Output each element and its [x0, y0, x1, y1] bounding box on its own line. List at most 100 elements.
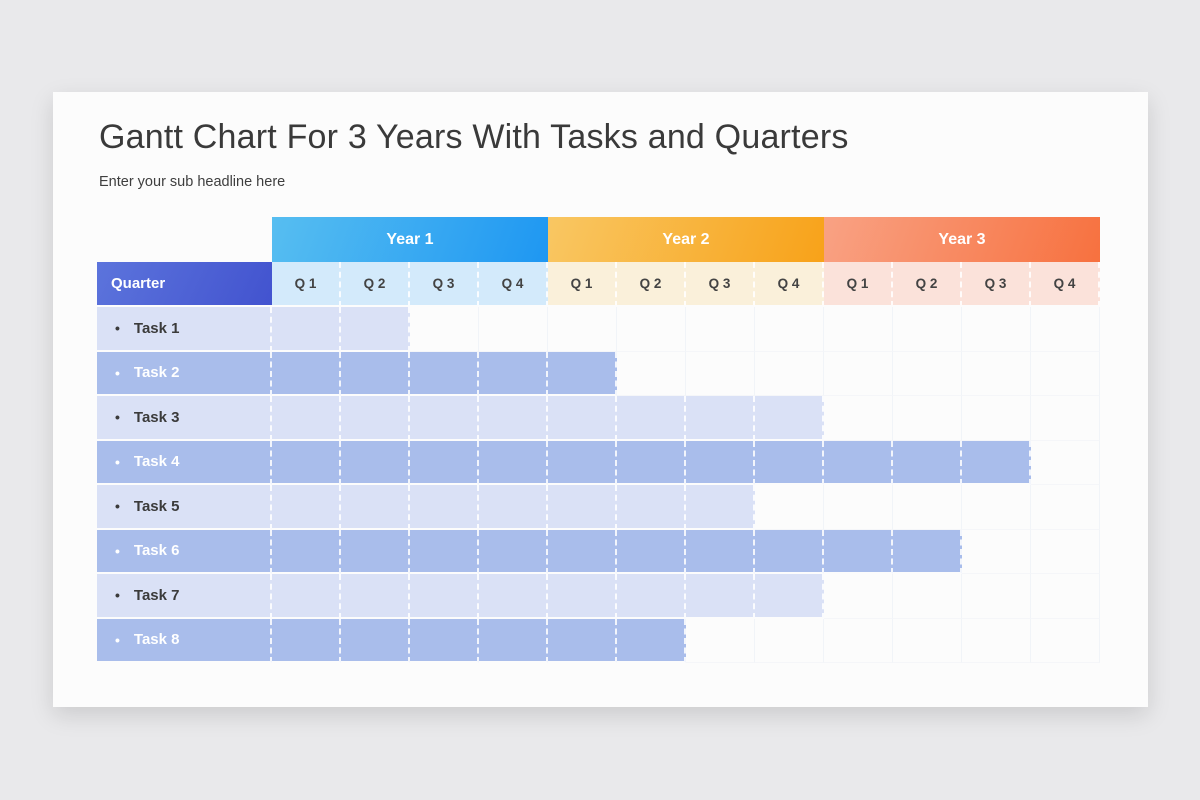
- quarter-header-y1-q4: Q 4: [479, 262, 548, 307]
- gantt-cell-task1-q7: [686, 307, 755, 352]
- gantt-cell-task2-q11: [962, 351, 1031, 396]
- gantt-cell-task2-q5-bar: [548, 351, 617, 396]
- gantt-cell-task8-q9: [824, 618, 893, 663]
- task-row-8: • Task 8: [97, 618, 1100, 663]
- task-row-2: • Task 2: [97, 351, 1100, 396]
- gantt-cell-task7-q1-bar: [272, 574, 341, 619]
- gantt-cell-task1-q3: [410, 307, 479, 352]
- gantt-cell-task2-q4-bar: [479, 351, 548, 396]
- gantt-cell-task1-q12: [1031, 307, 1100, 352]
- gantt-cell-task2-q7: [686, 351, 755, 396]
- gantt-cell-task6-q4-bar: [479, 529, 548, 574]
- gantt-cell-task3-q2-bar: [341, 396, 410, 441]
- gantt-cell-task4-q7-bar: [686, 440, 755, 485]
- bullet-icon: •: [115, 453, 120, 470]
- year-header-spacer: [97, 217, 272, 262]
- task-label-cell: • Task 4: [97, 440, 272, 485]
- quarter-header-y3-q1: Q 1: [824, 262, 893, 307]
- gantt-cell-task2-q10: [893, 351, 962, 396]
- year-header-2: Year 2: [548, 217, 824, 262]
- quarter-header-y3-q2: Q 2: [893, 262, 962, 307]
- gantt-cell-task7-q12: [1031, 574, 1100, 619]
- gantt-cell-task1-q5: [548, 307, 617, 352]
- task-label-cell: • Task 6: [97, 529, 272, 574]
- gantt-cell-task1-q8: [755, 307, 824, 352]
- gantt-cell-task5-q10: [893, 485, 962, 530]
- task-row-7: • Task 7: [97, 574, 1100, 619]
- page-title: Gantt Chart For 3 Years With Tasks and Q…: [99, 118, 849, 156]
- gantt-cell-task4-q2-bar: [341, 440, 410, 485]
- task-label-cell: • Task 5: [97, 485, 272, 530]
- gantt-cell-task7-q3-bar: [410, 574, 479, 619]
- gantt-cell-task1-q6: [617, 307, 686, 352]
- quarter-header-y2-q2: Q 2: [617, 262, 686, 307]
- gantt-cell-task3-q10: [893, 396, 962, 441]
- task-label: Task 4: [133, 453, 180, 471]
- bullet-icon: •: [115, 409, 120, 426]
- gantt-cell-task4-q10-bar: [893, 440, 962, 485]
- quarter-header-y1-q1: Q 1: [272, 262, 341, 307]
- gantt-cell-task3-q9: [824, 396, 893, 441]
- gantt-cell-task5-q11: [962, 485, 1031, 530]
- gantt-cell-task5-q6-bar: [617, 485, 686, 530]
- gantt-cell-task5-q1-bar: [272, 485, 341, 530]
- task-row-1: • Task 1: [97, 307, 1100, 352]
- gantt-cell-task2-q9: [824, 351, 893, 396]
- quarter-header-y2-q3: Q 3: [686, 262, 755, 307]
- gantt-cell-task7-q11: [962, 574, 1031, 619]
- gantt-cell-task7-q6-bar: [617, 574, 686, 619]
- quarter-header-y3-q4: Q 4: [1031, 262, 1100, 307]
- gantt-cell-task4-q8-bar: [755, 440, 824, 485]
- gantt-cell-task2-q2-bar: [341, 351, 410, 396]
- gantt-cell-task6-q10-bar: [893, 529, 962, 574]
- gantt-cell-task6-q3-bar: [410, 529, 479, 574]
- task-label: Task 3: [133, 408, 180, 426]
- gantt-cell-task3-q8-bar: [755, 396, 824, 441]
- gantt-cell-task7-q4-bar: [479, 574, 548, 619]
- gantt-cell-task8-q10: [893, 618, 962, 663]
- year-header-row: Year 1 Year 2 Year 3: [97, 217, 1100, 262]
- task-label: Task 1: [133, 319, 180, 337]
- bullet-icon: •: [115, 542, 120, 559]
- gantt-cell-task2-q3-bar: [410, 351, 479, 396]
- gantt-cell-task8-q2-bar: [341, 618, 410, 663]
- gantt-cell-task5-q7-bar: [686, 485, 755, 530]
- bullet-icon: •: [115, 631, 120, 648]
- gantt-cell-task8-q6-bar: [617, 618, 686, 663]
- gantt-cell-task4-q9-bar: [824, 440, 893, 485]
- quarter-header-y3-q3: Q 3: [962, 262, 1031, 307]
- gantt-cell-task3-q12: [1031, 396, 1100, 441]
- gantt-cell-task7-q9: [824, 574, 893, 619]
- gantt-cell-task4-q3-bar: [410, 440, 479, 485]
- gantt-cell-task5-q12: [1031, 485, 1100, 530]
- task-row-4: • Task 4: [97, 440, 1100, 485]
- bullet-icon: •: [115, 364, 120, 381]
- gantt-cell-task6-q5-bar: [548, 529, 617, 574]
- gantt-cell-task4-q12: [1031, 440, 1100, 485]
- gantt-cell-task8-q7: [686, 618, 755, 663]
- gantt-cell-task3-q7-bar: [686, 396, 755, 441]
- gantt-cell-task6-q8-bar: [755, 529, 824, 574]
- quarter-header-y2-q4: Q 4: [755, 262, 824, 307]
- task-label-cell: • Task 2: [97, 351, 272, 396]
- task-label: Task 5: [133, 497, 180, 515]
- page-subtitle: Enter your sub headline here: [99, 174, 286, 190]
- gantt-cell-task5-q4-bar: [479, 485, 548, 530]
- gantt-cell-task7-q2-bar: [341, 574, 410, 619]
- gantt-cell-task6-q12: [1031, 529, 1100, 574]
- gantt-cell-task3-q4-bar: [479, 396, 548, 441]
- gantt-cell-task3-q6-bar: [617, 396, 686, 441]
- gantt-cell-task3-q5-bar: [548, 396, 617, 441]
- task-label: Task 8: [133, 631, 180, 649]
- task-label-cell: • Task 1: [97, 307, 272, 352]
- quarter-header-y1-q2: Q 2: [341, 262, 410, 307]
- task-label-cell: • Task 3: [97, 396, 272, 441]
- gantt-cell-task8-q8: [755, 618, 824, 663]
- quarter-corner-header: Quarter: [97, 262, 272, 307]
- gantt-cell-task8-q5-bar: [548, 618, 617, 663]
- gantt-cell-task3-q3-bar: [410, 396, 479, 441]
- gantt-cell-task6-q1-bar: [272, 529, 341, 574]
- gantt-cell-task5-q2-bar: [341, 485, 410, 530]
